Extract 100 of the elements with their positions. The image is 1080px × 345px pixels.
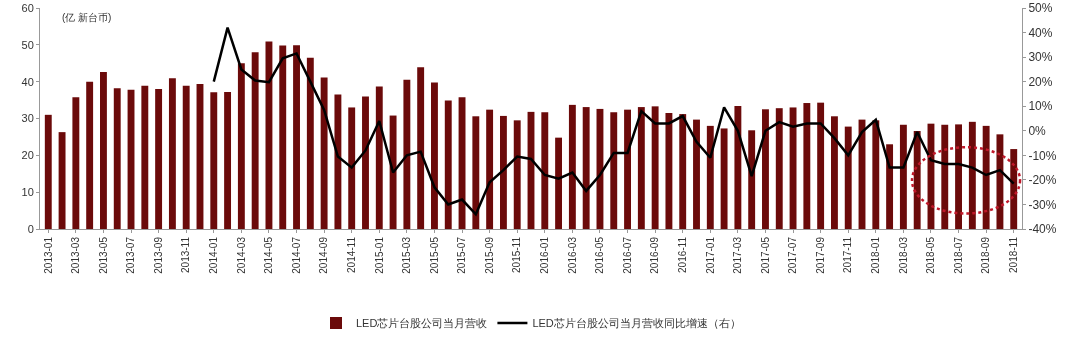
- x-tick-label: 2016-03: [566, 236, 578, 274]
- bar: [431, 82, 438, 229]
- x-tick-label: 2014-11: [345, 236, 357, 273]
- bar: [44, 114, 52, 229]
- y2-tick-label: 30%: [1028, 50, 1053, 65]
- bar: [58, 132, 66, 229]
- bar: [362, 96, 369, 229]
- bar: [955, 124, 962, 229]
- bar: [941, 124, 949, 229]
- bar: [348, 107, 356, 229]
- bar: [1010, 149, 1018, 229]
- bar: [706, 125, 714, 229]
- bar: [182, 85, 190, 229]
- bar: [210, 92, 218, 229]
- x-tick-label: 2015-01: [373, 236, 385, 274]
- x-tick-label: 2015-03: [401, 236, 413, 274]
- bar: [637, 107, 645, 229]
- bar: [899, 124, 907, 229]
- y-tick-label: 50: [21, 38, 34, 51]
- bar: [251, 52, 259, 229]
- bar: [141, 85, 149, 229]
- bar: [665, 112, 673, 229]
- bar: [513, 120, 521, 229]
- bar: [472, 116, 480, 229]
- annotation: (亿 新台币): [62, 12, 112, 23]
- x-tick-label: 2014-01: [208, 236, 220, 274]
- y-tick-label: 10: [21, 186, 34, 199]
- y-tick-label: 30: [21, 112, 34, 125]
- bar: [624, 109, 631, 229]
- bar: [113, 88, 121, 229]
- bar: [224, 91, 232, 229]
- bar: [720, 128, 728, 229]
- bar: [679, 114, 687, 229]
- bar: [403, 79, 411, 229]
- y-tick-label: 60: [21, 1, 34, 14]
- bar: [375, 86, 383, 229]
- x-tick-label: 2014-05: [263, 236, 275, 274]
- y2-tick-label: -30%: [1028, 197, 1057, 212]
- x-tick-label: 2013-07: [125, 236, 137, 274]
- x-tick-label: 2016-01: [539, 236, 551, 274]
- bar: [968, 121, 976, 229]
- bar: [486, 109, 494, 229]
- bar: [775, 108, 783, 229]
- x-tick-label: 2017-11: [842, 236, 854, 273]
- x-tick-label: 2013-03: [70, 236, 82, 274]
- bar: [582, 107, 590, 229]
- x-tick-label: 2015-05: [428, 236, 440, 274]
- x-tick-label: 2014-09: [318, 236, 330, 274]
- x-tick-label: 2018-11: [1007, 236, 1019, 273]
- bar: [996, 134, 1004, 229]
- bar: [748, 130, 756, 229]
- bar: [72, 97, 80, 229]
- bar: [320, 77, 328, 229]
- y-tick-label: 40: [21, 75, 34, 88]
- legend-label: LED芯片台股公司当月营收: [356, 317, 488, 330]
- y2-tick-label: 20%: [1028, 74, 1053, 89]
- bar: [100, 72, 107, 229]
- x-tick-label: 2015-07: [456, 236, 468, 274]
- y2-tick-label: 50%: [1028, 1, 1053, 16]
- y2-tick-label: -20%: [1028, 173, 1057, 188]
- x-tick-label: 2015-09: [483, 236, 495, 274]
- x-tick-label: 2015-11: [511, 236, 523, 273]
- bar: [86, 81, 94, 229]
- x-tick-label: 2018-05: [925, 236, 937, 274]
- x-tick-label: 2016-11: [676, 236, 688, 273]
- x-tick-label: 2013-09: [152, 236, 164, 274]
- y2-tick-label: -10%: [1028, 148, 1057, 163]
- bar: [499, 115, 507, 229]
- bar: [279, 45, 287, 229]
- x-tick-label: 2016-05: [594, 236, 606, 274]
- bar: [417, 67, 425, 229]
- x-tick-label: 2018-09: [980, 236, 992, 274]
- y-tick-label: 0: [27, 222, 34, 235]
- x-tick-label: 2017-05: [759, 236, 771, 274]
- bar: [693, 119, 700, 229]
- bar: [734, 105, 742, 229]
- bar: [168, 78, 176, 229]
- bar: [389, 115, 397, 229]
- bar: [886, 144, 894, 229]
- x-tick-label: 2016-09: [649, 236, 661, 274]
- bar: [444, 100, 452, 229]
- x-tick-label: 2018-03: [897, 236, 909, 274]
- x-tick-label: 2017-03: [732, 236, 744, 274]
- bar: [651, 106, 659, 229]
- bar: [610, 112, 618, 229]
- x-tick-label: 2013-11: [180, 236, 192, 273]
- y-tick-label: 20: [21, 149, 34, 162]
- bar: [830, 116, 838, 229]
- bar: [293, 45, 300, 229]
- y2-tick-label: 40%: [1028, 25, 1053, 40]
- bar: [541, 112, 549, 229]
- bar: [334, 94, 342, 229]
- bar: [155, 89, 163, 229]
- bar: [817, 102, 825, 229]
- y2-tick-label: 10%: [1028, 99, 1053, 114]
- x-tick-label: 2018-07: [952, 236, 964, 274]
- bar: [555, 137, 563, 229]
- x-tick-label: 2017-01: [704, 236, 716, 274]
- bar: [789, 107, 797, 229]
- x-tick-label: 2017-07: [787, 236, 799, 274]
